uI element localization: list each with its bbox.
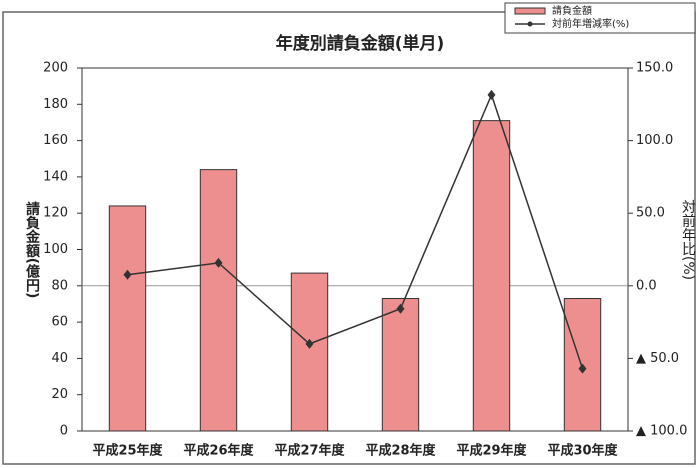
line	[127, 92, 584, 369]
y2-tick-label: 50.0	[636, 206, 665, 221]
x-tick-label: 平成27年度	[274, 443, 345, 459]
x-tick-label: 平成26年度	[183, 443, 254, 459]
y2-axis-label: 対前年比(%)	[680, 200, 696, 280]
y-tick-label: 140	[43, 169, 68, 184]
bar	[381, 298, 420, 432]
y-tick-label: 100	[43, 242, 68, 257]
x-tick-label: 平成28年度	[365, 443, 436, 459]
y2-tick-label: 100.0	[636, 133, 673, 148]
legend-label: 対前年増減率(%)	[552, 17, 629, 30]
y-tick-label: 0	[60, 424, 68, 439]
y2-tick-label: 0.0	[636, 278, 657, 293]
x-tick-label: 平成25年度	[92, 443, 163, 459]
bar	[290, 272, 329, 432]
x-tick-label: 平成29年度	[456, 443, 527, 459]
y2-tick-label: 150.0	[636, 61, 673, 76]
bar	[199, 169, 238, 432]
y-tick-label: 60	[51, 315, 68, 330]
y-tick-label: 40	[51, 351, 68, 366]
line-marker	[305, 338, 314, 349]
legend-label: 請負金額	[552, 4, 592, 17]
line-marker	[214, 257, 223, 268]
y2-tick-label: ▲ 50.0	[636, 351, 679, 366]
bar	[472, 120, 511, 432]
line-marker	[123, 269, 132, 280]
x-tick-label: 平成30年度	[547, 443, 618, 459]
y-tick-label: 80	[51, 278, 68, 293]
line-marker	[578, 363, 587, 374]
legend-swatch	[514, 7, 546, 15]
line-marker	[487, 89, 496, 100]
legend-swatch	[527, 21, 533, 27]
y-tick-label: 20	[51, 387, 68, 402]
chart-title: 年度別請負金額(単月)	[276, 33, 445, 54]
bar	[108, 205, 147, 432]
y-tick-label: 180	[43, 97, 68, 112]
y-tick-label: 160	[43, 133, 68, 148]
line-marker	[396, 303, 405, 314]
y-tick-label: 120	[43, 206, 68, 221]
y-tick-label: 200	[43, 61, 68, 76]
y2-tick-label: ▲ 100.0	[636, 424, 687, 439]
y-axis-label: 請負金額(億円)	[24, 201, 41, 298]
